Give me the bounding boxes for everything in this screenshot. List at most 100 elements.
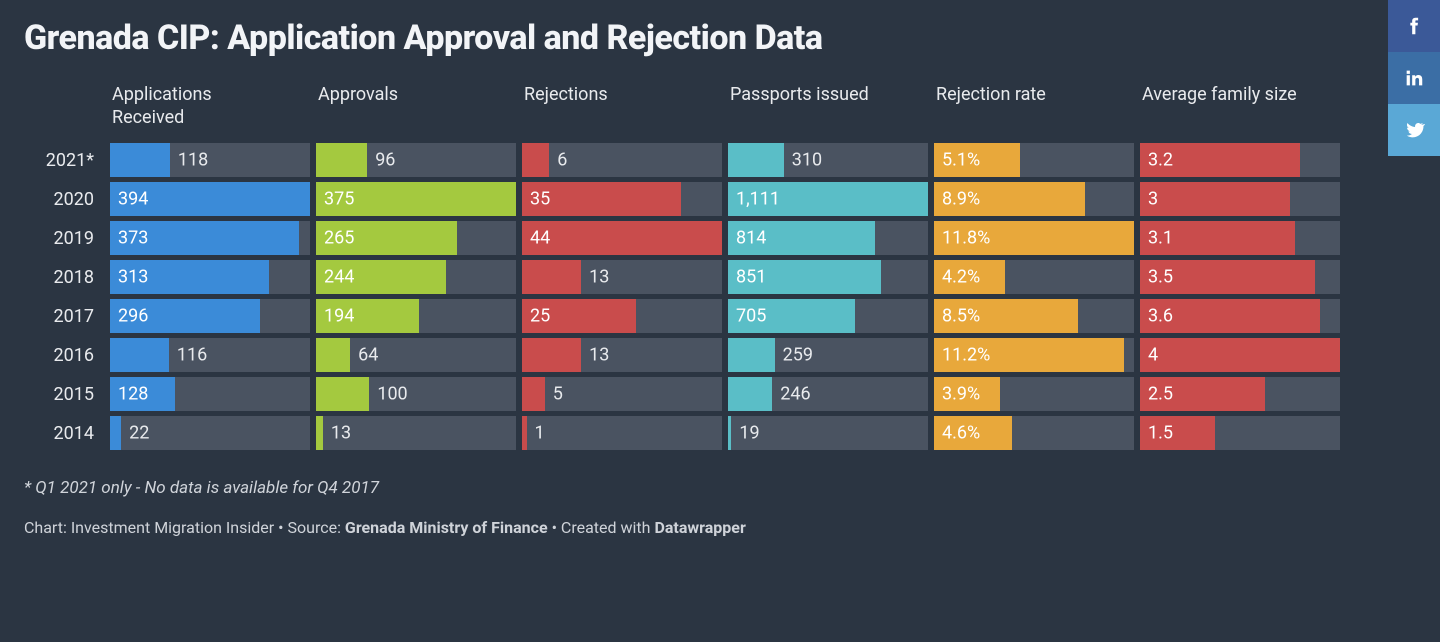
bar-cell: 310	[728, 143, 928, 177]
bar-value: 1.5	[1148, 423, 1173, 444]
bar-cell: 194	[316, 299, 516, 333]
table-row: 20193732654481411.8%3.1	[24, 221, 1416, 255]
bar-value: 296	[118, 306, 148, 327]
bar-value: 116	[177, 345, 207, 366]
bar-cell: 375	[316, 182, 516, 216]
credit-source: Grenada Ministry of Finance	[345, 518, 548, 537]
bar-value: 265	[324, 228, 354, 249]
bar-fill	[316, 377, 369, 411]
year-label: 2017	[24, 306, 104, 327]
bar-fill	[110, 143, 170, 177]
bar-fill	[1140, 182, 1290, 216]
bar-value: 1,111	[736, 189, 780, 210]
bar-cell: 373	[110, 221, 310, 255]
bar-fill	[728, 416, 731, 450]
table-row: 2016 116 64 13 259 11.2% 4	[24, 338, 1416, 372]
bar-value: 5.1%	[942, 150, 980, 171]
table-row: 2014 22 13 1 19 4.6% 1.5	[24, 416, 1416, 450]
year-label: 2014	[24, 423, 104, 444]
bar-value: 11.2%	[942, 345, 990, 366]
bar-value: 4	[1148, 345, 1158, 366]
bar-cell: 19	[728, 416, 928, 450]
column-header: Approvals	[316, 84, 516, 129]
bar-fill	[522, 221, 722, 255]
bar-cell: 96	[316, 143, 516, 177]
bar-cell: 1	[522, 416, 722, 450]
linkedin-icon	[1403, 67, 1425, 89]
bar-cell: 394	[110, 182, 310, 216]
bar-fill	[728, 377, 772, 411]
bar-fill	[728, 338, 775, 372]
bar-value: 3	[1148, 189, 1158, 210]
bar-cell: 2.5	[1140, 377, 1340, 411]
bar-value: 310	[792, 150, 822, 171]
bar-cell: 296	[110, 299, 310, 333]
bar-value: 35	[530, 189, 550, 210]
bar-fill	[522, 377, 545, 411]
bar-value: 13	[589, 267, 609, 288]
share-facebook-button[interactable]	[1388, 0, 1440, 52]
share-column	[1388, 0, 1440, 156]
bar-value: 96	[375, 150, 395, 171]
bar-cell: 8.9%	[934, 182, 1134, 216]
bar-value: 259	[783, 345, 813, 366]
bar-fill	[522, 143, 549, 177]
bar-cell: 3.2	[1140, 143, 1340, 177]
bar-cell: 11.2%	[934, 338, 1134, 372]
bar-value: 118	[178, 150, 208, 171]
share-twitter-button[interactable]	[1388, 104, 1440, 156]
bar-cell: 5.1%	[934, 143, 1134, 177]
bar-value: 4.6%	[942, 423, 980, 444]
bar-value: 19	[739, 423, 759, 444]
year-label: 2018	[24, 267, 104, 288]
table-row: 2017 296 194 25 705 8.5%3.6	[24, 299, 1416, 333]
credit-line: Chart: Investment Migration Insider • So…	[24, 518, 1416, 537]
column-header: Rejection rate	[934, 84, 1134, 129]
bar-value: 2.5	[1148, 384, 1173, 405]
bar-cell: 313	[110, 260, 310, 294]
bar-value: 13	[589, 345, 609, 366]
bar-cell: 3.6	[1140, 299, 1340, 333]
year-label: 2021*	[24, 150, 104, 171]
bar-value: 244	[324, 267, 354, 288]
bar-value: 3.5	[1148, 267, 1173, 288]
bar-fill	[1140, 338, 1340, 372]
year-label: 2016	[24, 345, 104, 366]
bar-fill	[522, 260, 581, 294]
column-header: Rejections	[522, 84, 722, 129]
bar-value: 246	[780, 384, 810, 405]
bar-cell: 13	[522, 260, 722, 294]
bar-value: 814	[736, 228, 766, 249]
bar-cell: 3.5	[1140, 260, 1340, 294]
bar-cell: 8.5%	[934, 299, 1134, 333]
year-label: 2015	[24, 384, 104, 405]
column-header: Applications Received	[110, 84, 310, 129]
bar-cell: 1.5	[1140, 416, 1340, 450]
bar-value: 13	[331, 423, 351, 444]
share-linkedin-button[interactable]	[1388, 52, 1440, 104]
bar-value: 100	[377, 384, 407, 405]
credit-prefix: Chart: Investment Migration Insider • So…	[24, 518, 345, 537]
bar-fill	[316, 338, 350, 372]
bar-value: 22	[129, 423, 149, 444]
bar-value: 3.2	[1148, 150, 1173, 171]
bar-cell: 25	[522, 299, 722, 333]
credit-mid: • Created with	[548, 518, 655, 537]
bar-value: 194	[324, 306, 354, 327]
bar-cell: 22	[110, 416, 310, 450]
column-header: Passports issued	[728, 84, 928, 129]
header-spacer	[24, 84, 104, 129]
bar-cell: 6	[522, 143, 722, 177]
bar-cell: 35	[522, 182, 722, 216]
twitter-icon	[1403, 119, 1425, 141]
bar-value: 44	[530, 228, 550, 249]
bar-cell: 3	[1140, 182, 1340, 216]
bar-value: 64	[358, 345, 378, 366]
bar-cell: 814	[728, 221, 928, 255]
bar-value: 6	[557, 150, 567, 171]
bar-value: 25	[530, 306, 550, 327]
bar-cell: 265	[316, 221, 516, 255]
bar-cell: 128	[110, 377, 310, 411]
bar-value: 705	[736, 306, 766, 327]
bar-cell: 244	[316, 260, 516, 294]
